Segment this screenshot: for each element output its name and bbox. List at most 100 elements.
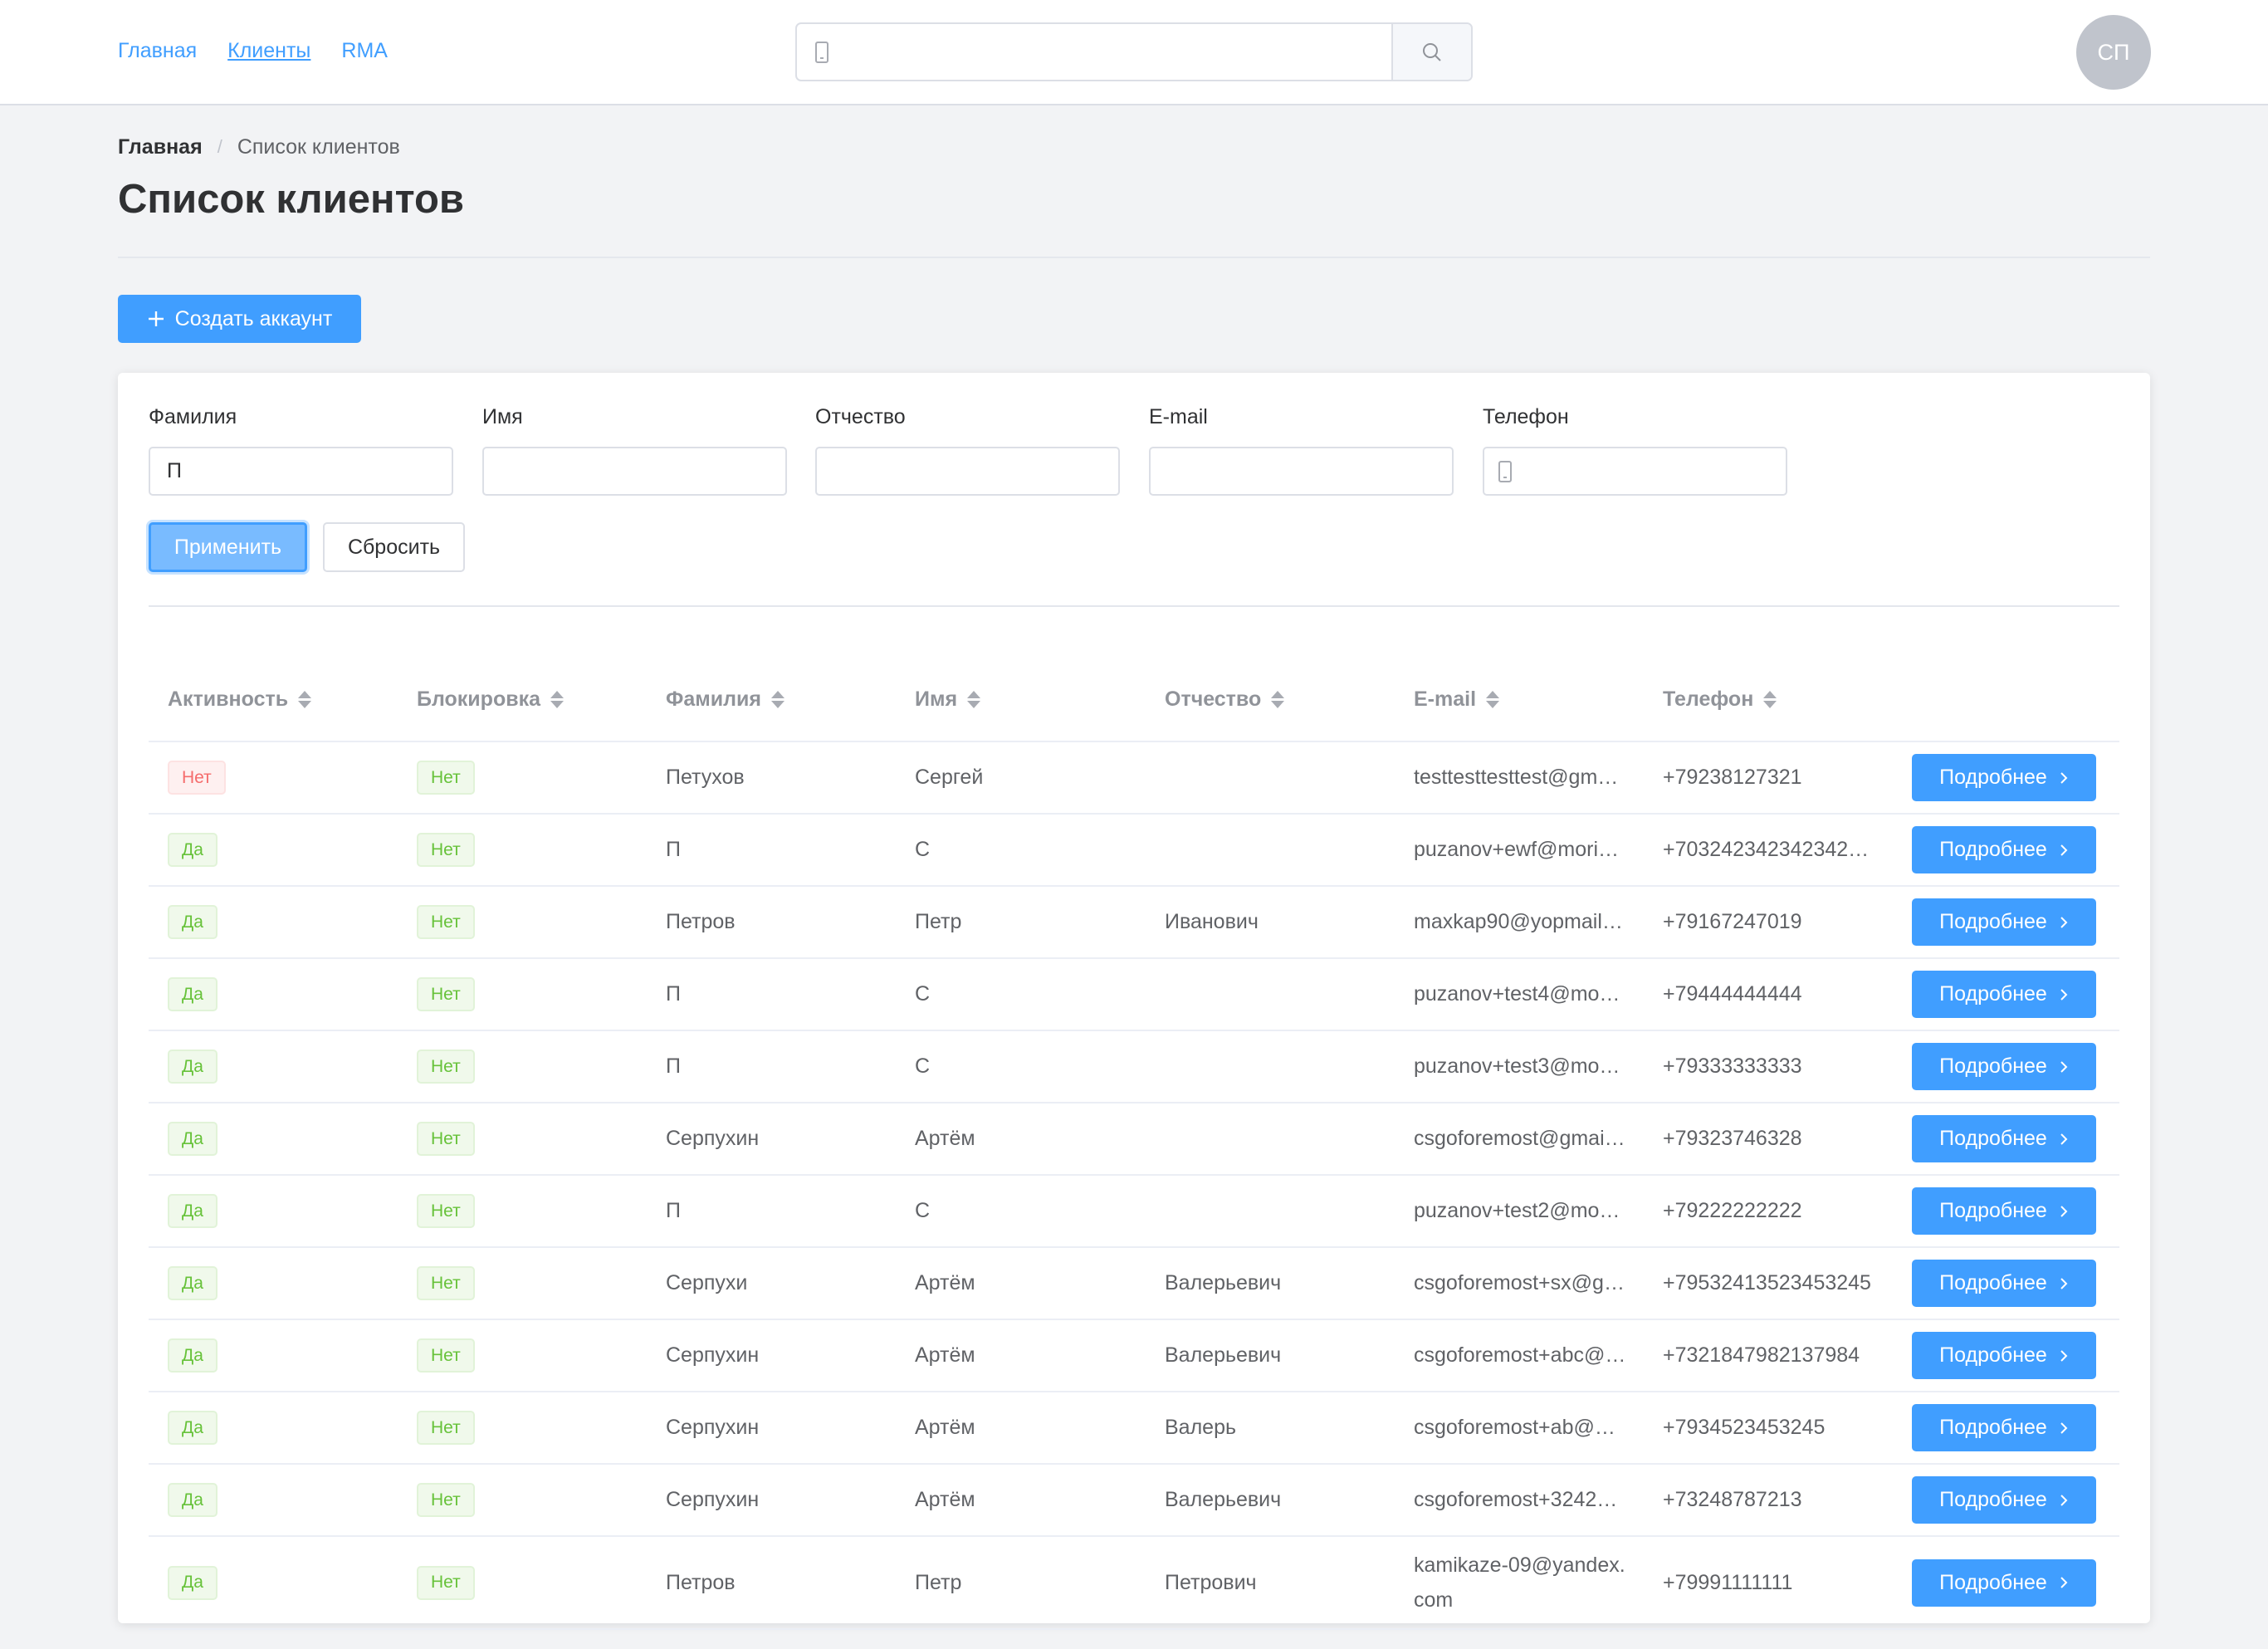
column-header-phone[interactable]: Телефон bbox=[1663, 656, 1777, 742]
email-value: csgoforemost+3242… bbox=[1414, 1488, 1618, 1511]
details-button[interactable]: Подробнее bbox=[1912, 1187, 2096, 1235]
column-header-active[interactable]: Активность bbox=[168, 656, 312, 742]
apply-button[interactable]: Применить bbox=[149, 522, 307, 572]
details-button[interactable]: Подробнее bbox=[1912, 754, 2096, 801]
last-name-value: Серпухи bbox=[666, 1271, 748, 1294]
email-value: kamikaze-09@yandex.com bbox=[1414, 1554, 1625, 1612]
details-button[interactable]: Подробнее bbox=[1912, 1260, 2096, 1307]
cell-active: Да bbox=[168, 1537, 218, 1628]
last-name-value: П bbox=[666, 838, 681, 861]
breadcrumb-home[interactable]: Главная bbox=[118, 135, 203, 159]
filter-last-name-box bbox=[149, 447, 453, 496]
chevron-right-icon bbox=[2060, 916, 2068, 928]
cell-actions: Подробнее bbox=[1912, 815, 2096, 885]
cell-last-name: Петров bbox=[666, 887, 898, 957]
details-label: Подробнее bbox=[1939, 1199, 2047, 1222]
column-header-last-name[interactable]: Фамилия bbox=[666, 656, 785, 742]
status-tag: Да bbox=[168, 977, 218, 1011]
cell-email: csgoforemost+ab@… bbox=[1414, 1392, 1634, 1463]
status-tag: Нет bbox=[417, 761, 475, 795]
phone-value: +79222222222 bbox=[1663, 1199, 1802, 1222]
details-label: Подробнее bbox=[1939, 766, 2047, 789]
details-button[interactable]: Подробнее bbox=[1912, 971, 2096, 1018]
cell-first-name: Сергей bbox=[915, 742, 1147, 813]
details-button[interactable]: Подробнее bbox=[1912, 898, 2096, 946]
status-tag: Нет bbox=[417, 833, 475, 867]
header-search-input[interactable] bbox=[847, 24, 1391, 80]
cell-actions: Подробнее bbox=[1912, 1537, 2096, 1628]
header-search-button[interactable] bbox=[1391, 24, 1471, 80]
create-account-button[interactable]: Создать аккаунт bbox=[118, 295, 361, 343]
column-header-label: Имя bbox=[915, 687, 958, 711]
sort-icon bbox=[298, 690, 312, 708]
email-input[interactable] bbox=[1151, 459, 1452, 483]
cell-blocked: Нет bbox=[417, 1392, 475, 1463]
phone-value: +79444444444 bbox=[1663, 982, 1802, 1006]
email-value: csgoforemost+abc@… bbox=[1414, 1343, 1626, 1367]
table-row: Да Нет Серпухин Артём Валерь csgoforemost+ab@… bbox=[149, 1392, 2119, 1465]
first-name-input[interactable] bbox=[484, 459, 785, 483]
details-button[interactable]: Подробнее bbox=[1912, 1404, 2096, 1451]
status-tag: Нет bbox=[417, 1122, 475, 1156]
cell-last-name: Серпухин bbox=[666, 1392, 898, 1463]
cell-blocked: Нет bbox=[417, 959, 475, 1030]
sort-icon bbox=[770, 690, 785, 708]
details-button[interactable]: Подробнее bbox=[1912, 1043, 2096, 1090]
nav-rma[interactable]: RMA bbox=[341, 39, 388, 62]
status-tag: Да bbox=[168, 1338, 218, 1373]
cell-middle-name: Иванович bbox=[1165, 887, 1397, 957]
cell-actions: Подробнее bbox=[1912, 959, 2096, 1030]
cell-actions: Подробнее bbox=[1912, 1465, 2096, 1535]
details-button[interactable]: Подробнее bbox=[1912, 1558, 2096, 1607]
phone-value: +73248787213 bbox=[1663, 1488, 1802, 1511]
cell-phone: +79333333333 bbox=[1663, 1031, 1883, 1102]
filter-email-box bbox=[1149, 447, 1454, 496]
filter-first-name-label: Имя bbox=[482, 405, 523, 428]
nav-clients[interactable]: Клиенты bbox=[227, 39, 311, 62]
clients-card: Фамилия Имя Отчество E-mail Телефон Прим… bbox=[118, 373, 2150, 1630]
cell-blocked: Нет bbox=[417, 1465, 475, 1535]
phone-icon bbox=[797, 24, 847, 80]
details-button[interactable]: Подробнее bbox=[1912, 1332, 2096, 1379]
details-button[interactable]: Подробнее bbox=[1912, 1115, 2096, 1162]
column-header-middle-name[interactable]: Отчество bbox=[1165, 656, 1285, 742]
column-header-first-name[interactable]: Имя bbox=[915, 656, 981, 742]
search-icon bbox=[1423, 42, 1441, 61]
column-header-blocked[interactable]: Блокировка bbox=[417, 656, 564, 742]
chevron-right-icon bbox=[2060, 1277, 2068, 1289]
middle-name-input[interactable] bbox=[817, 459, 1118, 483]
last-name-value: Серпухин bbox=[666, 1488, 760, 1511]
chevron-right-icon bbox=[2060, 1349, 2068, 1362]
chevron-right-icon bbox=[2060, 844, 2068, 856]
cell-email: csgoforemost@gmai… bbox=[1414, 1103, 1634, 1174]
nav-home[interactable]: Главная bbox=[118, 39, 198, 62]
cell-phone: +79532413523453245 bbox=[1663, 1248, 1883, 1319]
cell-actions: Подробнее bbox=[1912, 1176, 2096, 1246]
status-tag: Да bbox=[168, 1194, 218, 1228]
phone-value: +703242342342342… bbox=[1663, 838, 1870, 861]
last-name-value: Серпухин bbox=[666, 1416, 760, 1439]
table-row: Да Нет Петров Петр Петрович kamikaze-09@yande… bbox=[149, 1537, 2119, 1630]
cell-middle-name: Петрович bbox=[1165, 1537, 1397, 1628]
cell-last-name: П bbox=[666, 959, 898, 1030]
cell-active: Да bbox=[168, 1176, 218, 1246]
column-header-email[interactable]: E-mail bbox=[1414, 656, 1500, 742]
table-row: Да Нет Серпухи Артём Валерьевич csgoforemost+… bbox=[149, 1248, 2119, 1320]
details-button[interactable]: Подробнее bbox=[1912, 1476, 2096, 1524]
user-avatar[interactable]: СП bbox=[2076, 15, 2151, 90]
last-name-input[interactable] bbox=[150, 459, 452, 483]
details-label: Подробнее bbox=[1939, 1488, 2047, 1511]
reset-button[interactable]: Сбросить bbox=[323, 522, 465, 572]
cell-actions: Подробнее bbox=[1912, 1248, 2096, 1319]
phone-input[interactable] bbox=[1523, 459, 1786, 483]
status-tag: Нет bbox=[417, 1411, 475, 1445]
details-button[interactable]: Подробнее bbox=[1912, 826, 2096, 873]
table-header: Активность Блокировка Фамилия Имя Отчест… bbox=[149, 656, 2119, 742]
status-tag: Да bbox=[168, 1483, 218, 1517]
breadcrumb-current: Список клиентов bbox=[237, 135, 400, 159]
cell-first-name: Петр bbox=[915, 887, 1147, 957]
chevron-right-icon bbox=[2060, 771, 2068, 784]
details-label: Подробнее bbox=[1939, 1127, 2047, 1150]
